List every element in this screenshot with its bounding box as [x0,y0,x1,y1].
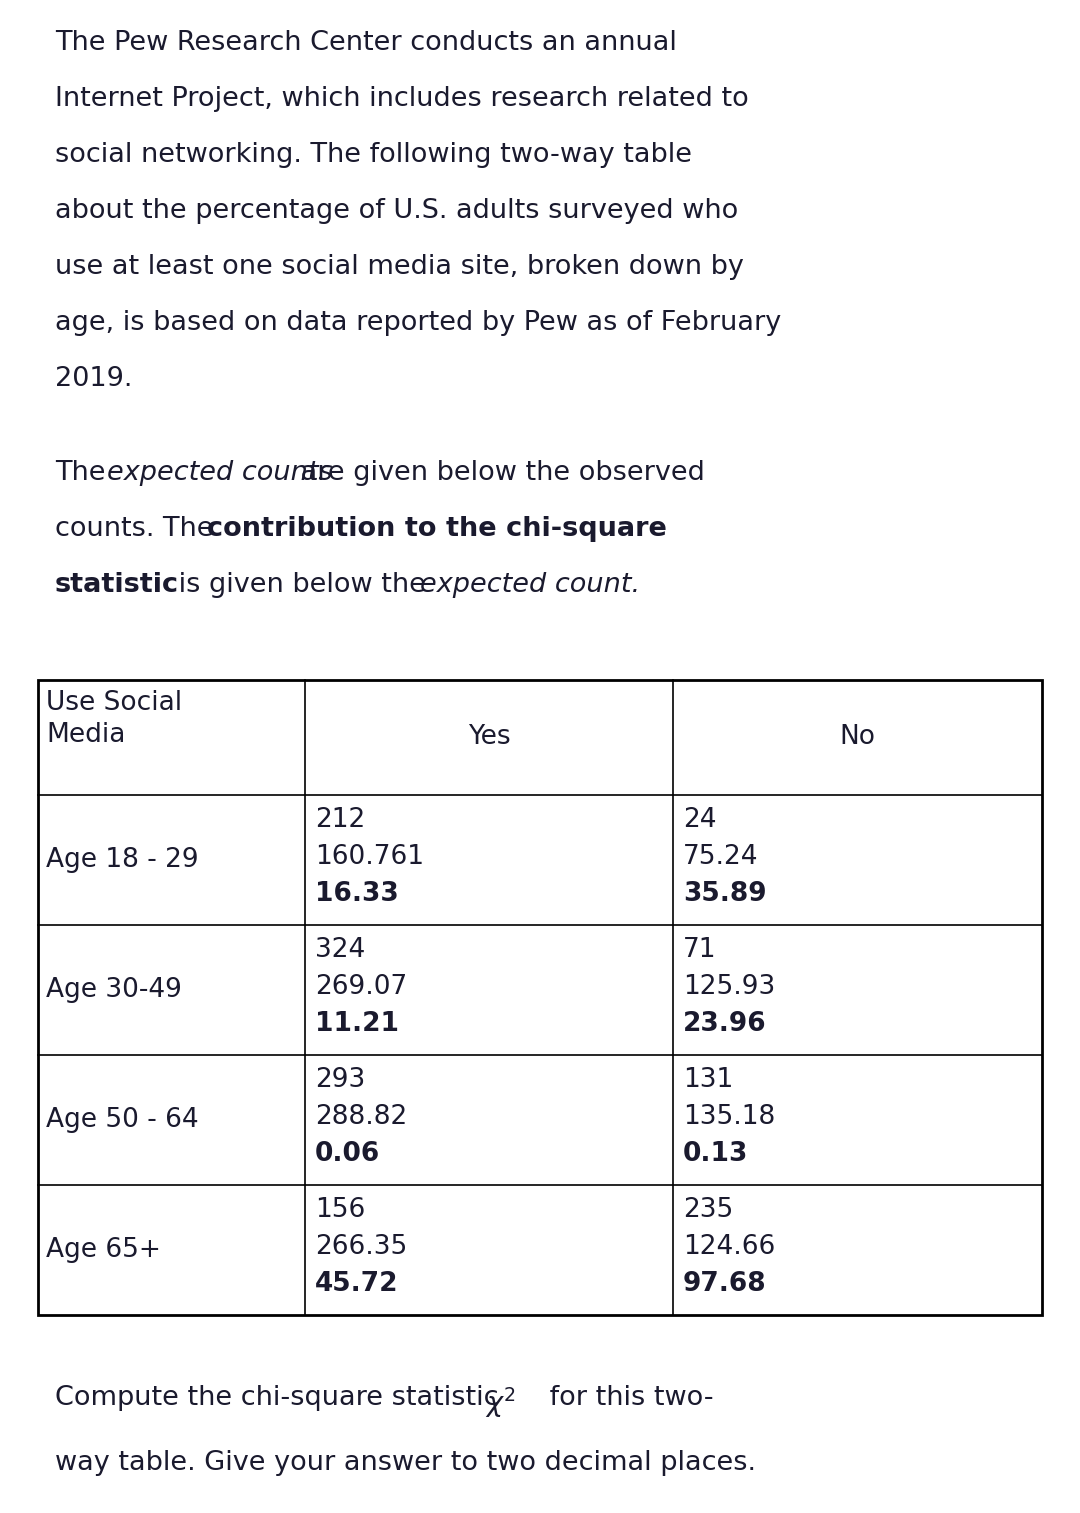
Text: are given below the observed: are given below the observed [292,460,705,486]
Text: is given below the: is given below the [170,572,434,598]
Text: 71: 71 [683,937,716,962]
Text: for this two-: for this two- [541,1384,714,1412]
Text: 0.13: 0.13 [683,1141,748,1167]
Text: 23.96: 23.96 [683,1011,767,1036]
Text: 124.66: 124.66 [683,1235,775,1260]
Bar [38,679,1042,1315]
Text: expected counts: expected counts [107,460,333,486]
Text: 0.06: 0.06 [315,1141,380,1167]
Text: Internet Project, which includes research related to: Internet Project, which includes researc… [55,86,748,112]
Text: 35.89: 35.89 [683,881,767,906]
Text: 293: 293 [315,1067,365,1092]
Text: 97.68: 97.68 [683,1271,767,1297]
Text: The Pew Research Center conducts an annual: The Pew Research Center conducts an annu… [55,30,677,56]
Text: 324: 324 [315,937,365,962]
Text: 266.35: 266.35 [315,1235,407,1260]
Text: 24: 24 [683,806,716,834]
Text: 75.24: 75.24 [683,844,758,870]
Text: 45.72: 45.72 [315,1271,399,1297]
Text: age, is based on data reported by Pew as of February: age, is based on data reported by Pew as… [55,310,781,336]
Text: Age 18 - 29: Age 18 - 29 [46,847,199,873]
Text: $\chi^2$: $\chi^2$ [485,1384,515,1419]
Text: 16.33: 16.33 [315,881,399,906]
Text: expected count.: expected count. [420,572,640,598]
Text: 131: 131 [683,1067,733,1092]
Text: Yes: Yes [468,725,511,750]
Text: 11.21: 11.21 [315,1011,399,1036]
Text: Use Social
Media: Use Social Media [46,690,183,747]
Text: about the percentage of U.S. adults surveyed who: about the percentage of U.S. adults surv… [55,198,739,224]
Text: 235: 235 [683,1197,733,1223]
Text: 212: 212 [315,806,365,834]
Text: No: No [839,725,876,750]
Text: contribution to the chi-square: contribution to the chi-square [207,516,666,542]
Text: 160.761: 160.761 [315,844,424,870]
Text: statistic: statistic [55,572,179,598]
Text: 156: 156 [315,1197,365,1223]
Text: Age 30-49: Age 30-49 [46,977,181,1003]
Text: social networking. The following two-way table: social networking. The following two-way… [55,142,692,168]
Text: counts. The: counts. The [55,516,222,542]
Text: The: The [55,460,114,486]
Text: 135.18: 135.18 [683,1104,775,1130]
Text: Age 65+: Age 65+ [46,1238,161,1263]
Text: Compute the chi-square statistic: Compute the chi-square statistic [55,1384,508,1412]
Text: 125.93: 125.93 [683,974,775,1000]
Text: 269.07: 269.07 [315,974,407,1000]
Text: use at least one social media site, broken down by: use at least one social media site, brok… [55,254,744,280]
Text: Age 50 - 64: Age 50 - 64 [46,1108,199,1133]
Text: 288.82: 288.82 [315,1104,407,1130]
Text: way table. Give your answer to two decimal places.: way table. Give your answer to two decim… [55,1449,756,1477]
Text: 2019.: 2019. [55,366,133,392]
